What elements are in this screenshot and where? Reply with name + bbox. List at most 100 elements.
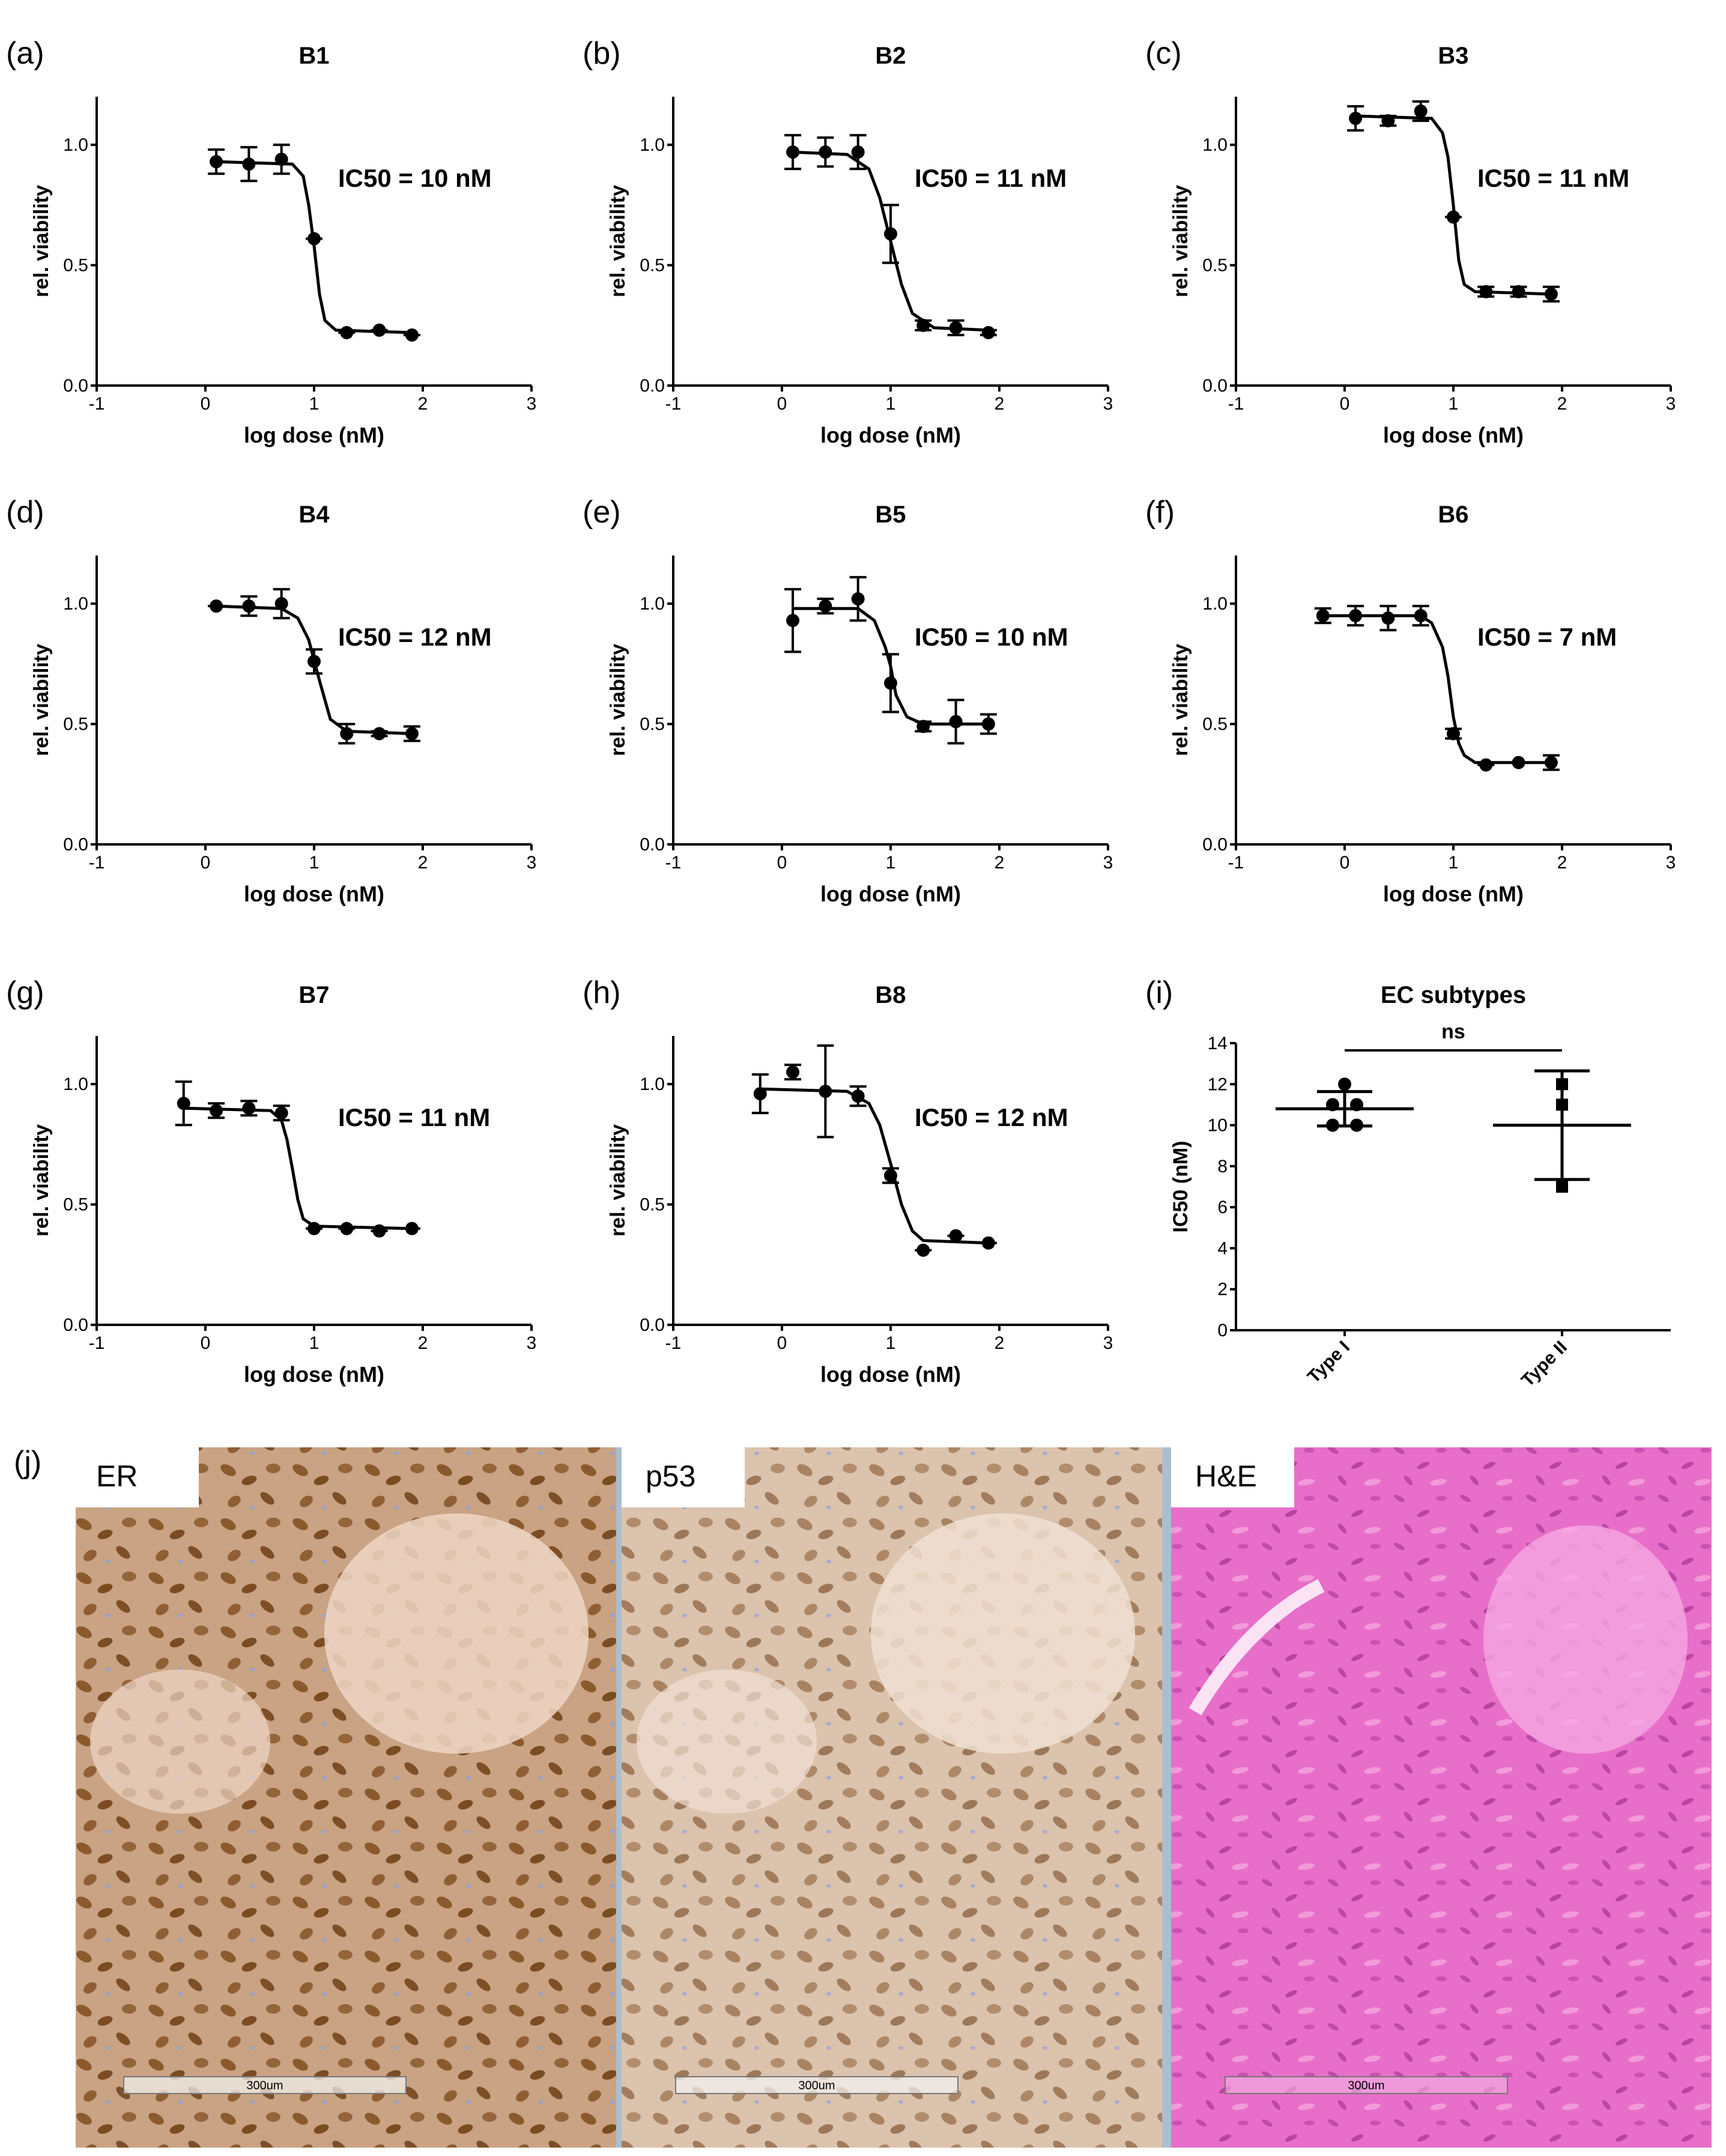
y-axis-label: rel. viability [30,185,53,297]
data-point [1381,114,1395,128]
y-axis-label: rel. viability [607,1124,629,1237]
chart-title: B8 [875,982,906,1008]
x-tick-label: -1 [665,853,682,873]
chart-panel: (e) B5 0.0 0.5 1.0 rel. viability -1 0 1 2 3 log do… [583,495,1113,906]
panel-label: (j) [14,1445,41,1480]
y-tick-label: 0.0 [63,1315,88,1335]
annotation: IC50 = 12 nM [338,623,492,651]
data-point [786,1065,800,1079]
y-tick-label: 0.5 [640,256,665,276]
annotation: IC50 = 10 nM [915,623,1068,651]
annotation: IC50 = 7 nM [1477,623,1617,651]
y-axis-label: rel. viability [607,185,629,297]
x-tick-label: 0 [777,1333,787,1353]
chart-title: EC subtypes [1381,982,1526,1008]
y-axis-label: rel. viability [607,644,629,756]
x-tick-label: 0 [777,394,787,414]
y-tick-label: 0.5 [640,1195,665,1215]
data-point [786,614,800,628]
y-axis-label: rel. viability [1169,185,1192,297]
data-point [1349,609,1363,623]
y-tick-label: 4 [1217,1238,1228,1258]
label-box [1171,1447,1294,1507]
chart-panel: (g) B7 0.0 0.5 1.0 rel. viability -1 0 1 2 3 log do… [6,975,536,1387]
x-tick-label: 3 [1103,1333,1113,1353]
y-tick-label: 1.0 [1202,135,1228,155]
y-tick-label: 8 [1217,1157,1228,1176]
x-tick-label: 1 [1449,394,1459,414]
x-tick-label: Type II [1518,1337,1571,1391]
data-point [1544,287,1558,301]
y-tick-label: 10 [1208,1116,1228,1136]
y-axis-label: rel. viability [30,1124,53,1237]
data-point [819,1085,832,1098]
x-tick-label: 0 [201,853,211,873]
x-tick-label: -1 [89,1333,105,1353]
data-point [1512,756,1525,769]
x-tick-label: 0 [201,394,211,414]
data-point [884,1169,897,1182]
x-tick-label: 3 [1103,853,1113,873]
data-point [242,1101,256,1115]
panel-label: (e) [583,495,621,530]
stroma [637,1670,817,1814]
x-tick-label: 1 [1449,853,1459,873]
data-point [1447,727,1460,740]
y-tick-label: 0.5 [63,1195,88,1215]
data-point [372,1224,386,1238]
scale-bar [123,2076,407,2094]
micrograph-he: H&E 300um [1171,1447,1712,2148]
data-point [851,145,865,159]
y-tick-label: 1.0 [640,1074,665,1094]
y-tick-label: 1.0 [1202,594,1228,614]
data-point [819,145,832,159]
chart-title: B3 [1438,43,1468,69]
x-tick-label: 3 [527,394,537,414]
data-point [340,727,354,740]
data-point [884,676,897,690]
data-point [981,1236,995,1250]
image-label: ER [96,1459,138,1493]
data-point [753,1087,767,1101]
data-point [949,1229,963,1243]
x-tick-label: 3 [1666,853,1676,873]
y-tick-label: 0.0 [63,376,88,396]
data-point [242,157,256,171]
x-tick-label: 2 [418,1333,428,1353]
y-axis-label: rel. viability [30,644,53,756]
y-tick-label: 2 [1217,1280,1228,1300]
x-tick-label: -1 [89,394,105,414]
data-point [274,597,288,611]
x-tick-label: 2 [1557,394,1567,414]
y-tick-label: 1.0 [63,594,88,614]
x-tick-label: Type I [1304,1337,1354,1387]
data-point [1381,611,1395,625]
annotation: IC50 = 11 nM [338,1103,490,1131]
x-axis-label: log dose (nM) [1383,423,1524,447]
x-tick-label: 2 [418,394,428,414]
y-tick-label: 0.0 [1202,376,1228,396]
panel-label: (h) [583,975,621,1010]
y-tick-label: 14 [1208,1034,1228,1053]
y-axis-label: rel. viability [1169,644,1192,756]
data-point [1512,285,1525,298]
x-tick-label: 0 [1340,394,1350,414]
y-tick-label: 0.5 [1202,715,1228,734]
x-tick-label: 2 [1557,853,1567,873]
y-tick-label: 0 [1217,1321,1228,1340]
y-tick-label: 6 [1217,1198,1228,1217]
data-point [177,1097,190,1110]
y-tick-label: 1.0 [640,594,665,614]
data-point [981,326,995,339]
y-tick-label: 0.5 [1202,256,1228,276]
panel-label: (b) [583,36,621,71]
chart-panel: (c) B3 0.0 0.5 1.0 rel. viability -1 0 1 2 3 log do… [1145,36,1676,447]
x-tick-label: 3 [527,853,537,873]
y-tick-label: 0.0 [63,835,88,855]
chart-panel: (f) B6 0.0 0.5 1.0 rel. viability -1 0 1 2 3 log do… [1145,495,1676,906]
x-tick-label: -1 [1228,853,1244,873]
data-point [405,328,419,342]
x-tick-label: 3 [1103,394,1113,414]
x-tick-label: 1 [886,853,896,873]
